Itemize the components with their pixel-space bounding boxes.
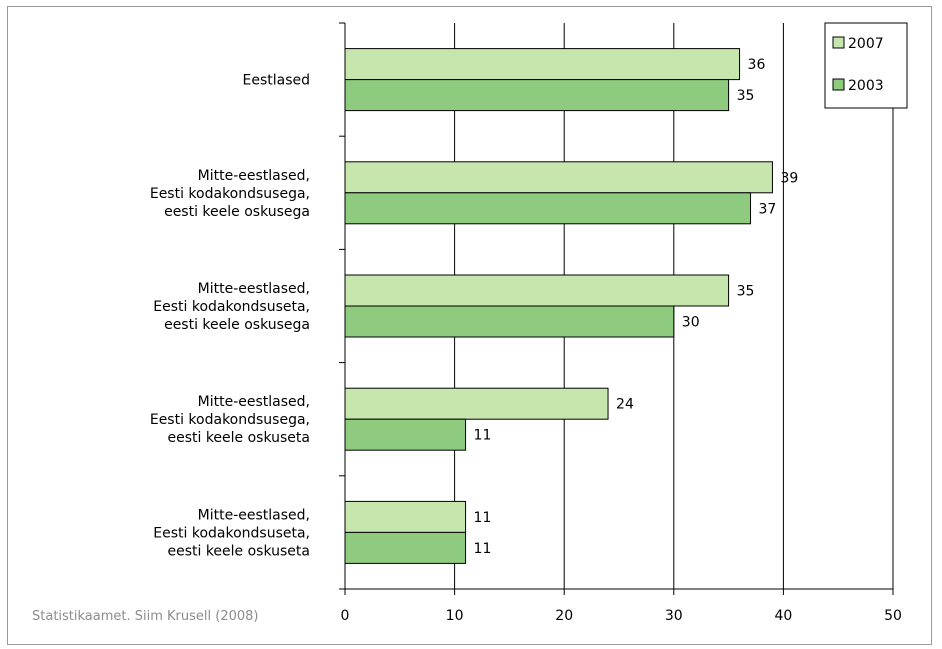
bar	[344, 305, 675, 338]
x-tick-label: 50	[884, 608, 902, 624]
category-label: Eesti kodakondsuseta,	[153, 299, 310, 315]
bar	[344, 161, 773, 194]
x-tick-label: 30	[665, 608, 683, 624]
category-label: Eesti kodakondsuseta,	[153, 525, 310, 541]
category-label: Mitte-eestlased,	[198, 394, 310, 410]
data-label: 11	[474, 510, 492, 526]
legend-label: 2007	[848, 36, 884, 52]
category-label: eesti keele oskusega	[164, 317, 310, 333]
bar	[344, 192, 752, 225]
x-tick-label: 40	[774, 608, 792, 624]
x-tick-label: 10	[446, 608, 464, 624]
legend-label: 2003	[848, 78, 884, 94]
data-label: 35	[737, 88, 755, 104]
data-label: 11	[474, 428, 492, 444]
chart-frame: 36 35 Eestlased 39 37 Mitte-eestlased, Eesti k…	[7, 6, 932, 645]
data-label: 36	[748, 57, 766, 73]
category-label: eesti keele oskuseta	[167, 430, 310, 446]
bar	[344, 387, 609, 420]
x-tick-label: 0	[341, 608, 350, 624]
bar	[344, 418, 467, 451]
data-label: 24	[616, 397, 634, 413]
data-label: 39	[780, 170, 798, 186]
bar	[344, 274, 730, 307]
data-label: 11	[474, 541, 492, 557]
category-label: Eesti kodakondsusega,	[150, 412, 310, 428]
bar	[344, 79, 730, 112]
x-tick-label: 20	[555, 608, 573, 624]
data-label: 35	[737, 284, 755, 300]
category-label: Mitte-eestlased,	[198, 507, 310, 523]
legend-box	[824, 22, 908, 109]
category-label: eesti keele oskuseta	[167, 543, 310, 559]
category-label: Mitte-eestlased,	[198, 281, 310, 297]
bar	[344, 48, 741, 81]
legend-swatch	[832, 78, 845, 91]
category-label: eesti keele oskusega	[164, 204, 310, 220]
data-label: 30	[682, 315, 700, 331]
category-label: Eestlased	[242, 73, 310, 89]
category-label: Mitte-eestlased,	[198, 168, 310, 184]
category-label: Eesti kodakondsusega,	[150, 186, 310, 202]
bar	[344, 500, 467, 533]
source-note: Statistikaamet. Siim Krusell (2008)	[32, 609, 259, 624]
data-label: 37	[759, 201, 777, 217]
bar	[344, 531, 467, 564]
legend-swatch	[832, 36, 845, 49]
